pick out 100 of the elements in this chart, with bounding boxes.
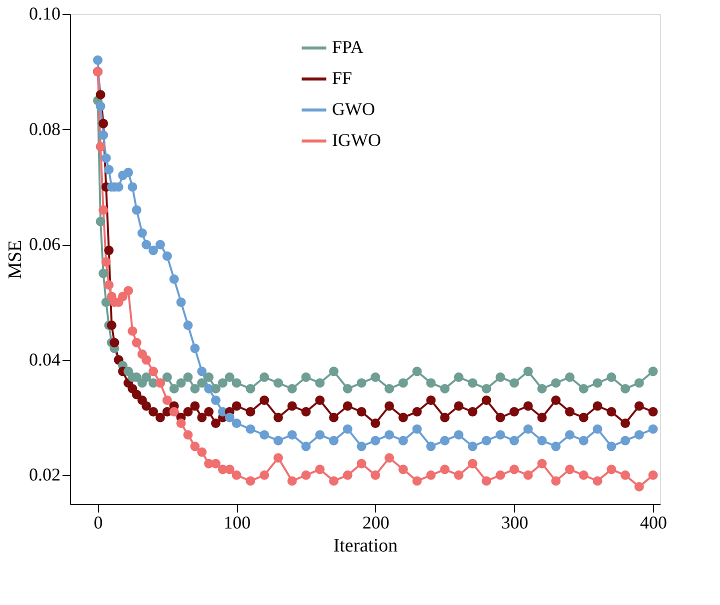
point: [370, 372, 380, 382]
point: [412, 424, 422, 434]
point: [634, 482, 644, 492]
point: [440, 412, 450, 422]
point: [287, 476, 297, 486]
legend-label: GWO: [332, 99, 375, 119]
point: [273, 453, 283, 463]
point: [523, 401, 533, 411]
point: [523, 470, 533, 480]
point: [384, 453, 394, 463]
point: [176, 418, 186, 428]
point: [155, 240, 165, 250]
point: [287, 384, 297, 394]
point: [148, 407, 158, 416]
point: [496, 470, 506, 480]
point: [176, 378, 186, 388]
point: [551, 396, 561, 405]
point: [315, 430, 325, 440]
point: [148, 366, 158, 376]
point: [620, 418, 630, 428]
point: [183, 407, 193, 416]
point: [169, 274, 179, 284]
point: [101, 153, 111, 163]
point: [551, 378, 561, 388]
point: [232, 378, 242, 388]
point: [648, 424, 658, 434]
point: [620, 384, 630, 394]
point: [301, 470, 311, 480]
point: [224, 464, 234, 474]
point: [523, 424, 533, 434]
point: [454, 430, 464, 440]
point: [509, 378, 519, 388]
point: [155, 412, 165, 422]
point: [384, 401, 394, 411]
point: [176, 298, 186, 307]
point: [509, 407, 519, 416]
point: [578, 384, 588, 394]
point: [124, 286, 134, 296]
x-tick-label: 0: [94, 512, 103, 532]
point: [648, 470, 658, 480]
point: [301, 442, 311, 452]
point: [142, 372, 152, 382]
point: [101, 257, 111, 267]
point: [232, 470, 242, 480]
point: [606, 442, 616, 452]
point: [315, 378, 325, 388]
point: [537, 384, 547, 394]
point: [190, 401, 200, 411]
point: [104, 280, 114, 290]
point: [342, 424, 352, 434]
point: [211, 418, 221, 428]
point: [565, 430, 575, 440]
point: [329, 476, 339, 486]
point: [211, 396, 221, 405]
point: [468, 407, 478, 416]
point: [128, 326, 138, 336]
point: [578, 436, 588, 446]
point: [578, 412, 588, 422]
y-tick-label: 0.10: [29, 4, 60, 24]
point: [106, 320, 116, 330]
point: [137, 228, 147, 238]
legend-label: FPA: [332, 37, 364, 57]
point: [565, 372, 575, 382]
point: [211, 458, 221, 468]
point: [104, 164, 114, 174]
point: [132, 205, 142, 215]
point: [482, 396, 492, 405]
point: [104, 246, 114, 256]
y-axis-title: MSE: [5, 240, 26, 280]
point: [342, 470, 352, 480]
x-tick-label: 400: [640, 512, 668, 532]
point: [592, 401, 602, 411]
point: [440, 464, 450, 474]
point: [454, 372, 464, 382]
point: [356, 458, 366, 468]
point: [398, 436, 408, 446]
point: [204, 372, 214, 382]
point: [468, 378, 478, 388]
point: [426, 396, 436, 405]
point: [370, 470, 380, 480]
point: [468, 442, 478, 452]
point: [606, 407, 616, 416]
point: [162, 396, 172, 405]
point: [224, 412, 234, 422]
point: [190, 344, 200, 354]
point: [169, 407, 179, 416]
point: [329, 412, 339, 422]
point: [96, 216, 106, 226]
point: [426, 470, 436, 480]
point: [537, 458, 547, 468]
point: [592, 424, 602, 434]
point: [482, 384, 492, 394]
point: [98, 130, 108, 140]
point: [246, 407, 256, 416]
point: [132, 338, 142, 348]
point: [398, 412, 408, 422]
point: [537, 436, 547, 446]
point: [197, 378, 207, 388]
point: [183, 320, 193, 330]
point: [142, 401, 152, 411]
